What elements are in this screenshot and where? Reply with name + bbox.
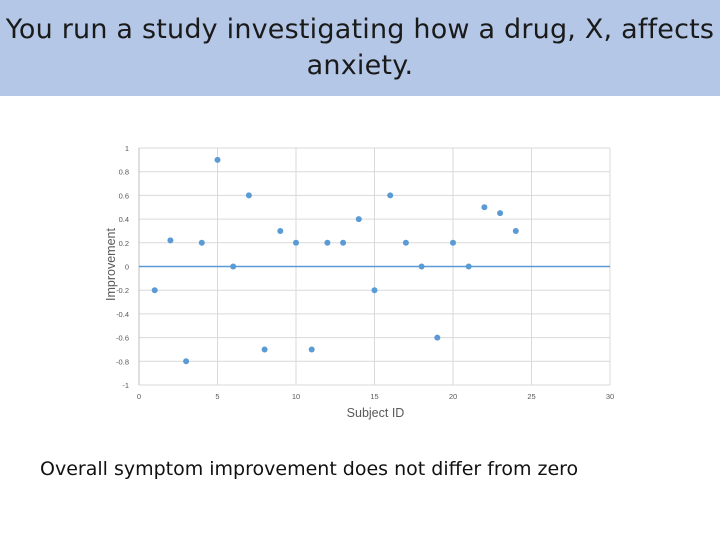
y-tick-label: -0.6 xyxy=(116,334,129,343)
data-point xyxy=(450,239,456,246)
data-point xyxy=(151,287,158,294)
x-tick-label: 25 xyxy=(527,392,535,401)
y-tick-label: -0.8 xyxy=(116,357,129,366)
data-point xyxy=(402,239,409,246)
data-point xyxy=(261,346,268,353)
y-tick-label: -1 xyxy=(122,381,129,390)
y-tick-label: 1 xyxy=(125,144,129,153)
slide-title-line-2: anxiety. xyxy=(306,50,414,81)
x-tick-label: 30 xyxy=(606,392,614,401)
axes xyxy=(138,148,610,385)
x-tick-label: 10 xyxy=(292,392,300,401)
data-point xyxy=(512,227,519,234)
y-tick-label: 0.6 xyxy=(119,191,129,200)
y-tick-label: 0.2 xyxy=(119,239,129,248)
data-points xyxy=(151,156,519,365)
data-point xyxy=(167,237,174,244)
data-point xyxy=(387,192,394,199)
x-tick-label: 5 xyxy=(215,392,219,401)
data-point xyxy=(277,227,284,234)
x-axis-label: Subject ID xyxy=(347,406,405,420)
data-point xyxy=(418,263,425,270)
data-point xyxy=(371,287,378,294)
x-tick-label: 0 xyxy=(137,392,141,401)
x-tick-label: 20 xyxy=(449,392,457,401)
data-point xyxy=(340,239,347,246)
data-point xyxy=(183,358,190,365)
x-tick-label: 15 xyxy=(370,392,378,401)
data-point xyxy=(481,204,488,211)
y-axis-label: Improvement xyxy=(104,228,118,301)
data-point xyxy=(230,263,237,270)
y-tick-label: -0.2 xyxy=(116,286,129,295)
data-point xyxy=(308,346,315,353)
data-point xyxy=(355,216,362,223)
data-point xyxy=(497,210,504,217)
data-point xyxy=(465,263,472,270)
y-tick-label: -0.4 xyxy=(116,310,129,319)
slide-caption: Overall symptom improvement does not dif… xyxy=(40,458,579,480)
data-point xyxy=(324,239,331,246)
data-point xyxy=(245,192,252,199)
data-point xyxy=(434,334,441,341)
tick-labels: 1 0.8 0.6 0.4 0.2 0 -0.2 -0.4 -0.6 -0.8 -1 0 5 10 15 20… xyxy=(116,144,614,401)
data-point xyxy=(214,156,221,163)
slide-title-line-1: You run a study investigating how a drug… xyxy=(5,14,715,45)
data-point xyxy=(198,239,205,246)
y-tick-label: 0 xyxy=(125,263,129,272)
y-tick-label: 0.4 xyxy=(119,215,129,224)
title-band: You run a study investigating how a drug… xyxy=(0,0,720,96)
y-tick-label: 0.8 xyxy=(119,168,129,177)
data-point xyxy=(293,239,299,246)
